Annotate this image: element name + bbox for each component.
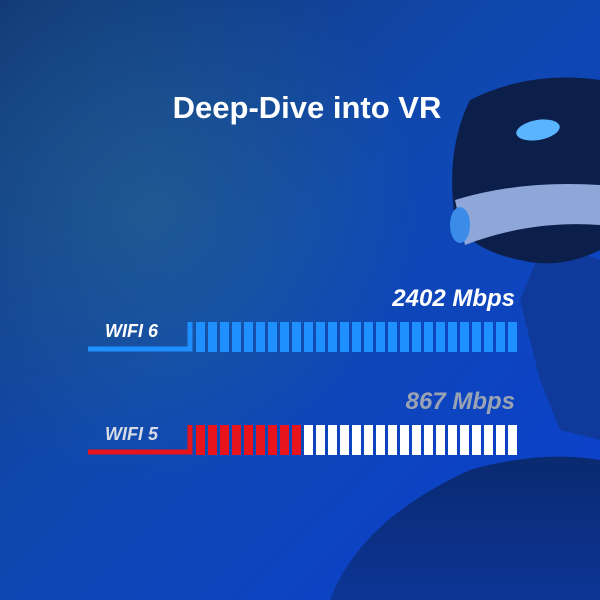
bar-segment [424, 322, 433, 352]
bar-segment [340, 425, 349, 455]
bar-segment [256, 425, 265, 455]
bar-segment [304, 322, 313, 352]
bar-segment [220, 322, 229, 352]
bar-segment [340, 322, 349, 352]
bar-segment [508, 322, 517, 352]
bar-segment [328, 425, 337, 455]
speed-value: 2402 Mbps [391, 285, 515, 312]
bar-segment [364, 322, 373, 352]
bar-segment [244, 425, 253, 455]
bar-segment [412, 322, 421, 352]
bar-segment [316, 425, 325, 455]
underline [88, 425, 193, 455]
title: Deep-Dive into VR [173, 90, 442, 125]
bar-segment [316, 322, 325, 352]
headset-light [516, 119, 560, 141]
bar-segment [208, 322, 217, 352]
bar-segment [496, 322, 505, 352]
bar-segment [220, 425, 229, 455]
bar-segment [400, 322, 409, 352]
bar-segment [484, 425, 493, 455]
comparison: 2402 Mbps WIFI 6 867 Mbps WIFI 5 [88, 285, 517, 455]
bar-segment [436, 322, 445, 352]
bar-segment [388, 425, 397, 455]
bar-segment [352, 322, 361, 352]
bar-segment [508, 425, 517, 455]
speed-row: 2402 Mbps WIFI 6 [88, 285, 517, 352]
bar-segment [280, 322, 289, 352]
bar-segment [388, 322, 397, 352]
bar-segment [376, 322, 385, 352]
speed-value: 867 Mbps [406, 388, 515, 415]
bar-segment [292, 322, 301, 352]
speed-row: 867 Mbps WIFI 5 [88, 388, 517, 455]
bar-segment [448, 425, 457, 455]
bar-segment [232, 322, 241, 352]
wifi-label: WIFI 5 [105, 424, 159, 444]
bar-segment [364, 425, 373, 455]
bar-segment [484, 322, 493, 352]
bar-segment [292, 425, 301, 455]
bar-segment [436, 425, 445, 455]
face [520, 240, 600, 440]
bar-segment [412, 425, 421, 455]
bar-segment [472, 322, 481, 352]
bar-segment [196, 425, 205, 455]
headset-band [455, 184, 600, 245]
underline [88, 322, 193, 352]
bar-segment [496, 425, 505, 455]
bar-segment [460, 425, 469, 455]
bar-segment [280, 425, 289, 455]
bar-segment [376, 425, 385, 455]
bar-segment [472, 425, 481, 455]
bar-segment [244, 322, 253, 352]
bar-segment [448, 322, 457, 352]
shoulder [330, 456, 600, 600]
bar-segment [232, 425, 241, 455]
headset-lens [450, 207, 470, 243]
bar-segment [352, 425, 361, 455]
bar-segment [424, 425, 433, 455]
bar-segment [304, 425, 313, 455]
bar-segment [400, 425, 409, 455]
bar-segment [196, 322, 205, 352]
bar-segment [268, 322, 277, 352]
bar-segment [256, 322, 265, 352]
bar-segment [460, 322, 469, 352]
bar-segment [268, 425, 277, 455]
bar-segment [328, 322, 337, 352]
bar-segment [208, 425, 217, 455]
wifi-label: WIFI 6 [105, 321, 159, 341]
